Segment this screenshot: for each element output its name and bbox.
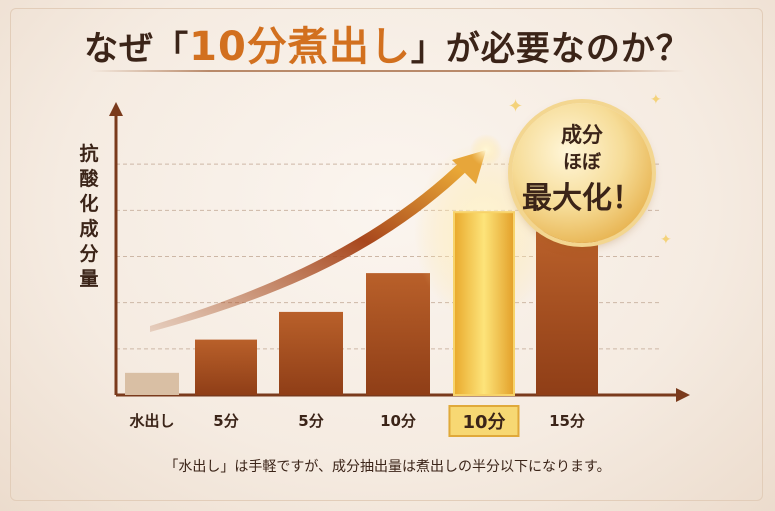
x-tick-label: 15分 <box>549 412 585 430</box>
page-title: なぜ「10分煮出し」が必要なのか？ <box>0 14 775 72</box>
sparkle-icon: ✦ <box>660 232 672 248</box>
title-suffix: 」が必要なのか？ <box>410 29 691 69</box>
x-tick-label: 水出し <box>129 412 175 430</box>
badge-line-2: ほぼ <box>562 151 601 173</box>
bar <box>536 231 598 395</box>
card-frame <box>10 8 763 501</box>
badge-line-1: 成分 <box>561 123 603 147</box>
sparkle-icon: ✦ <box>508 96 524 117</box>
bar <box>195 339 257 395</box>
bar <box>125 372 179 395</box>
footnote: 「水出し」は手軽ですが、成分抽出量は煮出しの半分以下になります。 <box>164 459 611 475</box>
x-tick-label: 10分 <box>380 412 416 430</box>
bar <box>453 211 515 396</box>
x-axis-arrowhead <box>676 388 690 402</box>
x-tick-label: 10分 <box>448 405 520 437</box>
sparkle-icon: ✦ <box>650 92 662 108</box>
title-emphasis: 10分煮出し <box>189 24 411 70</box>
y-axis-label: 抗酸化成分量 <box>79 143 99 290</box>
x-tick-label: 5分 <box>213 412 239 430</box>
title-prefix: なぜ「 <box>84 29 190 69</box>
badge-line-3: 最大化！ <box>522 181 642 216</box>
max-badge: 成分 ほぼ 最大化！ <box>512 103 652 243</box>
x-tick-label: 5分 <box>298 412 324 430</box>
sparkle-glow <box>470 134 502 166</box>
bar <box>366 273 430 395</box>
title-divider <box>90 70 685 72</box>
bar <box>279 311 343 395</box>
y-axis-arrowhead <box>109 102 123 116</box>
